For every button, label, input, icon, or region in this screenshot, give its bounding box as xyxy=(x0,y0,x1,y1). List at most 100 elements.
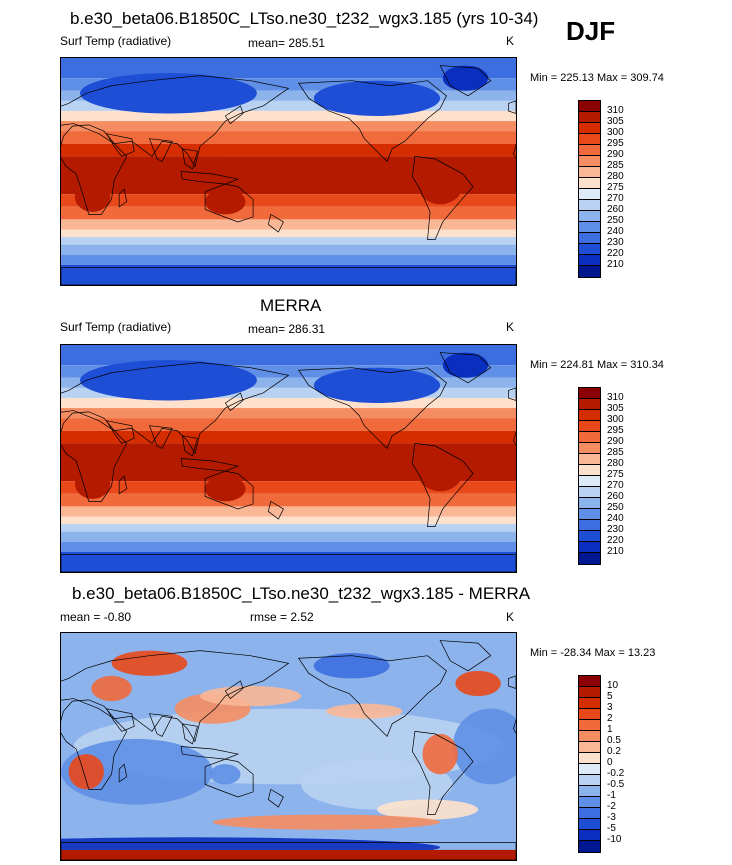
colorbar-tick-label: 280 xyxy=(607,458,624,469)
colorbar-swatch xyxy=(579,520,600,531)
colorbar-tick-label: -10 xyxy=(607,834,622,845)
colorbar-swatch xyxy=(579,145,600,156)
colorbar-swatch xyxy=(579,498,600,509)
colorbar-swatch xyxy=(579,123,600,134)
panel-1-units: K xyxy=(506,34,515,48)
colorbar-tick-label: 3 xyxy=(607,702,613,713)
panel-2-units: K xyxy=(506,320,515,334)
colorbar-tick-label: 2 xyxy=(607,713,613,724)
colorbar-swatch xyxy=(579,432,600,443)
colorbar-swatch xyxy=(579,266,600,277)
colorbar-swatch xyxy=(579,443,600,454)
colorbar-tick-label: 230 xyxy=(607,524,624,535)
colorbar-tick-label: -3 xyxy=(607,812,616,823)
colorbar-tick-label: 310 xyxy=(607,392,624,403)
colorbar-swatch xyxy=(579,542,600,553)
colorbar-swatch xyxy=(579,388,600,399)
colorbar-tick-label: 295 xyxy=(607,138,624,149)
colorbar-tick-label: 270 xyxy=(607,480,624,491)
panel-2-title: MERRA xyxy=(260,296,322,315)
panel-3-minmax: Min = -28.34 Max = 13.23 xyxy=(530,647,656,659)
colorbar-swatch xyxy=(579,531,600,542)
colorbar-tick-label: 0 xyxy=(607,757,613,768)
colorbar-swatch xyxy=(579,211,600,222)
colorbar-tick-label: 5 xyxy=(607,691,613,702)
colorbar-tick-label: 260 xyxy=(607,491,624,502)
colorbar-swatch xyxy=(579,476,600,487)
panel-3-title: b.e30_beta06.B1850C_LTso.ne30_t232_wgx3.… xyxy=(72,584,531,603)
colorbar-swatch xyxy=(579,189,600,200)
colorbar-tick-label: 220 xyxy=(607,248,624,259)
colorbar-swatch xyxy=(579,830,600,841)
colorbar-swatch xyxy=(579,178,600,189)
panel-2-colorbar xyxy=(578,387,601,565)
colorbar-swatch xyxy=(579,698,600,709)
colorbar-swatch xyxy=(579,421,600,432)
colorbar-tick-label: 260 xyxy=(607,204,624,215)
colorbar-swatch xyxy=(579,753,600,764)
panel-3-mean-label: mean = -0.80 xyxy=(60,610,132,624)
panel-2-map xyxy=(60,344,517,573)
colorbar-tick-label: 300 xyxy=(607,414,624,425)
colorbar-tick-label: -0.5 xyxy=(607,779,625,790)
colorbar-tick-label: 250 xyxy=(607,215,624,226)
colorbar-swatch xyxy=(579,720,600,731)
colorbar-tick-label: -2 xyxy=(607,801,616,812)
colorbar-swatch xyxy=(579,764,600,775)
colorbar-swatch xyxy=(579,731,600,742)
panel-2-minmax: Min = 224.81 Max = 310.34 xyxy=(530,359,664,371)
colorbar-tick-label: -0.2 xyxy=(607,768,625,779)
colorbar-swatch xyxy=(579,200,600,211)
colorbar-swatch xyxy=(579,244,600,255)
colorbar-tick-label: 250 xyxy=(607,502,624,513)
panel-1-title: b.e30_beta06.B1850C_LTso.ne30_t232_wgx3.… xyxy=(70,9,539,28)
colorbar-swatch xyxy=(579,797,600,808)
colorbar-swatch xyxy=(579,709,600,720)
colorbar-tick-label: 210 xyxy=(607,259,624,270)
colorbar-tick-label: 220 xyxy=(607,535,624,546)
colorbar-tick-label: 290 xyxy=(607,436,624,447)
colorbar-tick-label: 290 xyxy=(607,149,624,160)
colorbar-swatch xyxy=(579,399,600,410)
colorbar-tick-label: 275 xyxy=(607,469,624,480)
panel-1-colorbar xyxy=(578,100,601,278)
colorbar-tick-label: 305 xyxy=(607,403,624,414)
colorbar-tick-label: 285 xyxy=(607,160,624,171)
colorbar-tick-label: 240 xyxy=(607,226,624,237)
colorbar-swatch xyxy=(579,233,600,244)
colorbar-tick-label: -5 xyxy=(607,823,616,834)
panel-3-units: K xyxy=(506,610,515,624)
colorbar-swatch xyxy=(579,487,600,498)
colorbar-swatch xyxy=(579,101,600,112)
colorbar-swatch xyxy=(579,786,600,797)
colorbar-tick-label: 270 xyxy=(607,193,624,204)
colorbar-swatch xyxy=(579,465,600,476)
colorbar-tick-label: 285 xyxy=(607,447,624,458)
panel-3-colorbar xyxy=(578,675,601,853)
colorbar-tick-label: 230 xyxy=(607,237,624,248)
season-label: DJF xyxy=(566,16,616,46)
colorbar-tick-label: 275 xyxy=(607,182,624,193)
colorbar-tick-label: 0.2 xyxy=(607,746,621,757)
panel-3-rmse-label: rmse = 2.52 xyxy=(250,610,314,624)
colorbar-tick-label: 240 xyxy=(607,513,624,524)
colorbar-tick-label: 210 xyxy=(607,546,624,557)
colorbar-tick-label: 10 xyxy=(607,680,619,691)
colorbar-tick-label: 1 xyxy=(607,724,613,735)
colorbar-swatch xyxy=(579,509,600,520)
colorbar-tick-label: 295 xyxy=(607,425,624,436)
colorbar-tick-label: 0.5 xyxy=(607,735,621,746)
colorbar-swatch xyxy=(579,553,600,564)
colorbar-swatch xyxy=(579,454,600,465)
colorbar-swatch xyxy=(579,687,600,698)
colorbar-swatch xyxy=(579,255,600,266)
colorbar-swatch xyxy=(579,167,600,178)
colorbar-swatch xyxy=(579,410,600,421)
colorbar-swatch xyxy=(579,134,600,145)
colorbar-swatch xyxy=(579,156,600,167)
panel-1-map xyxy=(60,57,517,286)
colorbar-swatch xyxy=(579,841,600,852)
panel-1-minmax: Min = 225.13 Max = 309.74 xyxy=(530,72,664,84)
colorbar-swatch xyxy=(579,808,600,819)
panel-1-mean-label: mean= 285.51 xyxy=(248,36,326,50)
